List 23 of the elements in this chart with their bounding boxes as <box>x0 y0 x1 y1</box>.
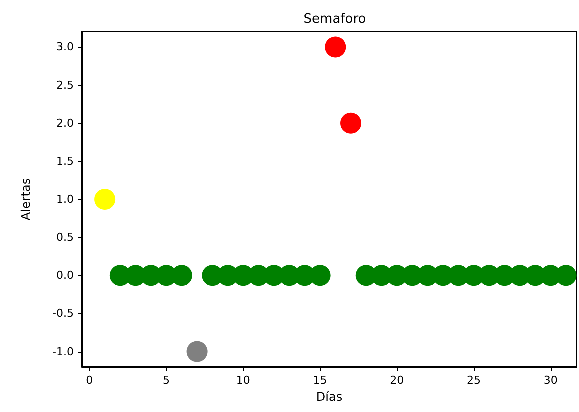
point <box>94 189 116 210</box>
y-tick-label: 1.5 <box>56 154 74 168</box>
x-tick-label: 25 <box>467 374 482 387</box>
y-axis-title: Alertas <box>19 178 33 221</box>
x-tick-label: 15 <box>313 374 328 387</box>
x-tick-label: 0 <box>86 374 94 387</box>
x-axis-title: Días <box>316 390 343 404</box>
x-tick-label: 10 <box>236 374 250 387</box>
y-tick-label: 0.5 <box>56 231 74 244</box>
x-tick-label: 30 <box>544 374 558 387</box>
y-tick-label: 3.0 <box>56 40 74 54</box>
x-tick-label: 20 <box>390 374 404 387</box>
point <box>340 112 362 134</box>
chart-title: Semaforo <box>304 12 366 27</box>
y-tick-label: 2.0 <box>56 116 74 130</box>
y-tick-label: 1.0 <box>56 193 74 206</box>
y-tick-label: 2.5 <box>56 78 74 92</box>
y-tick-label: 0.0 <box>56 269 74 282</box>
point <box>325 36 346 58</box>
y-tick-label: -0.5 <box>52 307 74 320</box>
y-tick-label: -1.0 <box>52 345 74 358</box>
point <box>186 341 208 362</box>
x-tick-label: 5 <box>163 374 170 387</box>
